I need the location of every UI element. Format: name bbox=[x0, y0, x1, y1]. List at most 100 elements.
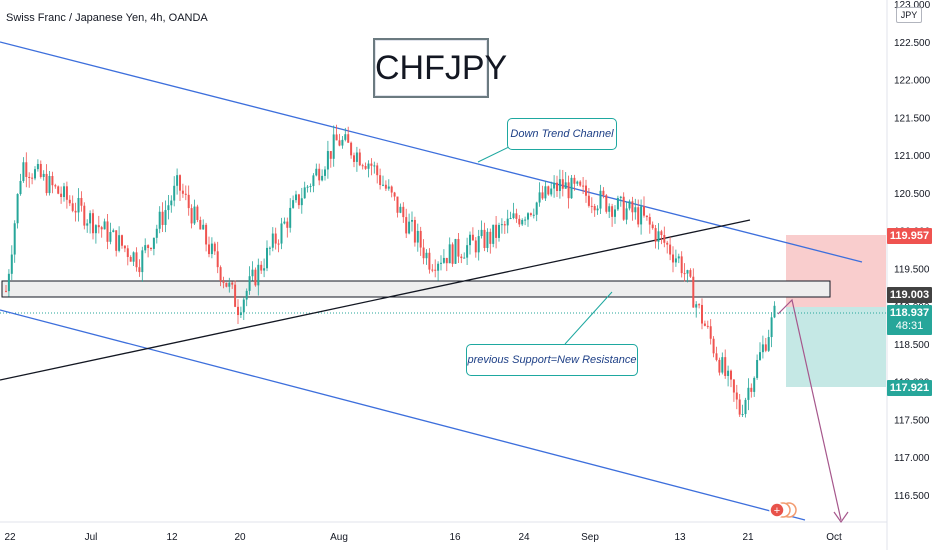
candle-body bbox=[152, 237, 155, 249]
candle-body bbox=[315, 168, 318, 176]
candle-body bbox=[706, 325, 709, 327]
candle-body bbox=[350, 142, 353, 156]
candle-body bbox=[541, 192, 544, 199]
candle-body bbox=[532, 214, 535, 216]
candle-body bbox=[756, 359, 759, 378]
projection-arrowhead bbox=[833, 511, 849, 524]
candle-body bbox=[608, 206, 611, 212]
x-tick-label: 12 bbox=[166, 532, 178, 543]
channel-lower-line bbox=[0, 309, 806, 521]
candle-body bbox=[254, 269, 257, 286]
candle-body bbox=[358, 152, 361, 166]
candle-body bbox=[179, 175, 181, 191]
candle-body bbox=[648, 217, 651, 225]
candle-body bbox=[123, 245, 126, 249]
candle-body bbox=[216, 251, 219, 268]
candle-body bbox=[237, 306, 239, 316]
candle-body bbox=[77, 197, 80, 213]
candle-body bbox=[663, 235, 666, 243]
candle-body bbox=[727, 370, 730, 376]
x-tick-label: Aug bbox=[330, 532, 348, 543]
candle-body bbox=[416, 230, 419, 243]
candle-body bbox=[277, 243, 280, 245]
candle-body bbox=[451, 244, 454, 264]
candle-body bbox=[471, 234, 474, 241]
candle-body bbox=[63, 186, 65, 198]
candle-body bbox=[440, 262, 442, 264]
candle-body bbox=[271, 233, 274, 248]
candle-body bbox=[303, 187, 306, 199]
candle-body bbox=[60, 193, 63, 198]
candle-body bbox=[260, 264, 263, 271]
candle-body bbox=[738, 399, 741, 415]
candle-body bbox=[45, 173, 48, 194]
candle-body bbox=[550, 188, 553, 195]
x-tick-label: 16 bbox=[449, 532, 461, 543]
candle-body bbox=[628, 201, 631, 209]
candle-body bbox=[761, 344, 764, 353]
x-tick-label: Sep bbox=[581, 532, 599, 543]
candle-body bbox=[480, 229, 483, 237]
candle-body bbox=[115, 230, 118, 251]
price-tag-upper-target: 119.957 bbox=[887, 228, 932, 244]
candle-body bbox=[419, 230, 422, 248]
currency-label[interactable]: JPY bbox=[896, 7, 922, 23]
candle-body bbox=[411, 219, 413, 222]
candle-body bbox=[669, 244, 672, 255]
candle-body bbox=[83, 205, 86, 226]
candle-body bbox=[242, 299, 245, 313]
candle-body bbox=[344, 134, 347, 140]
candle-body bbox=[112, 230, 115, 232]
candle-body bbox=[431, 269, 434, 271]
candle-body bbox=[22, 162, 25, 181]
event-plus-icon[interactable] bbox=[769, 502, 785, 518]
candle-body bbox=[593, 206, 596, 211]
candle-body bbox=[553, 182, 556, 189]
candle-body bbox=[121, 235, 123, 246]
candle-body bbox=[483, 229, 486, 248]
event-icons[interactable]: + bbox=[769, 502, 797, 518]
candle-body bbox=[138, 267, 141, 273]
candle-body bbox=[469, 234, 471, 246]
candle-body bbox=[161, 211, 164, 225]
candle-body bbox=[274, 233, 277, 244]
candle-body bbox=[367, 163, 370, 169]
candle-body bbox=[92, 213, 94, 234]
candle-body bbox=[466, 245, 469, 258]
candle-body bbox=[370, 163, 373, 166]
candle-body bbox=[634, 207, 637, 213]
candle-body bbox=[300, 198, 303, 206]
candle-body bbox=[666, 242, 669, 245]
candle-body bbox=[492, 224, 495, 244]
candle-body bbox=[390, 186, 393, 193]
candle-body bbox=[306, 186, 309, 188]
candle-body bbox=[7, 273, 10, 292]
candle-body bbox=[434, 269, 437, 271]
candle-body bbox=[193, 206, 196, 224]
candle-body bbox=[118, 235, 121, 251]
candle-body bbox=[605, 195, 608, 212]
candle-body bbox=[509, 217, 512, 219]
candle-body bbox=[68, 199, 71, 204]
candle-body bbox=[527, 213, 529, 220]
candle-body bbox=[558, 179, 561, 191]
candle-body bbox=[31, 177, 34, 179]
candle-body bbox=[408, 221, 411, 234]
candle-body bbox=[16, 194, 19, 224]
candle-body bbox=[231, 282, 234, 285]
candle-body bbox=[744, 399, 747, 415]
candle-body bbox=[448, 244, 451, 264]
candle-body bbox=[335, 134, 338, 141]
candle-body bbox=[321, 175, 324, 181]
candle-body bbox=[257, 264, 260, 286]
candle-body bbox=[176, 175, 179, 186]
candle-body bbox=[564, 182, 567, 189]
y-tick-label: 117.000 bbox=[894, 453, 930, 464]
candle-body bbox=[239, 312, 242, 316]
candle-body bbox=[34, 169, 36, 179]
candle-body bbox=[150, 248, 152, 250]
candle-body bbox=[80, 197, 83, 206]
candle-body bbox=[396, 196, 399, 213]
candle-body bbox=[445, 257, 448, 264]
